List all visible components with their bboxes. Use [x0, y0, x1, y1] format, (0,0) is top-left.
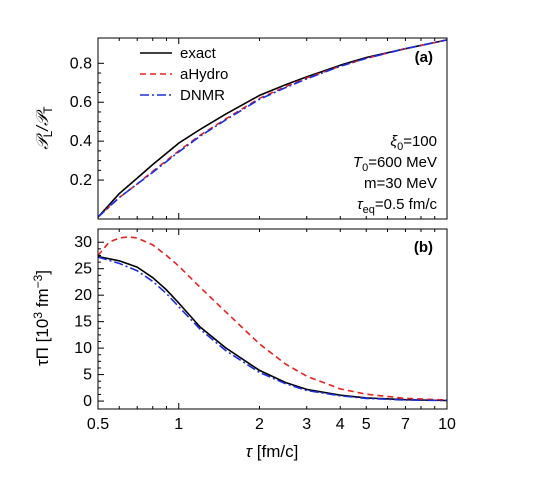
panel-b-y-tick-label: 10 — [74, 340, 92, 357]
x-tick-label: 0.5 — [87, 416, 109, 433]
panel-b-y-tick-label: 5 — [83, 367, 92, 384]
panel-b-y-tick-label: 25 — [74, 261, 92, 278]
panel-b-series-layer — [97, 236, 448, 402]
x-tick-label: 1 — [174, 416, 183, 433]
panel-b-y-tick-label: 20 — [74, 287, 92, 304]
panel-a-y-tick-label: 0.8 — [70, 55, 92, 72]
panel-a-y-label: 𝒫L/𝒫T — [33, 106, 55, 150]
panel-b-series-exact — [97, 255, 448, 402]
parameter-annotations: ξ0=100 T0=600 MeV m=30 MeV τeq=0.5 fm/c — [353, 133, 438, 216]
panel-a-series-exact — [97, 39, 448, 218]
annotation-tau-eq: τeq=0.5 fm/c — [357, 196, 437, 216]
panel-a-y-tick-label: 0.6 — [70, 94, 92, 111]
panel-b-y-label: τΠ [103 fm−3] — [31, 270, 52, 366]
x-tick-label: 2 — [255, 416, 264, 433]
annotation-t0: T0=600 MeV — [353, 154, 437, 174]
panel-a-frame — [97, 37, 448, 220]
legend-label-dnmr: DNMR — [180, 87, 225, 104]
annotation-mass: m=30 MeV — [364, 175, 437, 192]
panel-b-series-dnmr — [97, 256, 448, 402]
panel-b-y-tick-label: 15 — [74, 314, 92, 331]
panel-b-frame — [97, 228, 448, 410]
x-axis-label: τ [fm/c] — [246, 442, 299, 461]
panel-a-series-dnmr — [97, 39, 448, 218]
panel-a-series-layer — [97, 39, 448, 218]
annotation-xi0: ξ0=100 — [390, 133, 437, 153]
panel-a-x-ticks — [97, 38, 448, 219]
x-tick-label: 7 — [401, 416, 410, 433]
panel-a: 0.2 0.4 0.6 0.8 𝒫L/𝒫T exact aHydro DNMR (a)… — [33, 37, 448, 220]
panel-b-x-ticks: 0.5 1 2 3 4 5 7 10 — [87, 229, 456, 433]
x-tick-label: 5 — [362, 416, 371, 433]
panel-a-y-tick-label: 0.2 — [70, 172, 92, 189]
panel-a-y-tick-label: 0.4 — [70, 133, 92, 150]
panel-b-label: (b) — [414, 239, 433, 256]
x-tick-label: 4 — [336, 416, 345, 433]
panel-a-y-ticks: 0.2 0.4 0.6 0.8 — [70, 55, 104, 189]
x-tick-label: 10 — [438, 416, 456, 433]
panel-a-label: (a) — [415, 49, 433, 66]
legend: exact aHydro DNMR — [140, 45, 228, 104]
panel-b-series-ahydro — [97, 236, 448, 401]
panel-b-y-tick-label: 0 — [83, 393, 92, 410]
legend-label-exact: exact — [180, 45, 217, 62]
panel-b-y-tick-label: 30 — [74, 234, 92, 251]
legend-label-ahydro: aHydro — [180, 66, 228, 83]
panel-b-y-ticks: 0 5 10 15 20 25 30 — [74, 234, 104, 410]
x-tick-label: 3 — [302, 416, 311, 433]
